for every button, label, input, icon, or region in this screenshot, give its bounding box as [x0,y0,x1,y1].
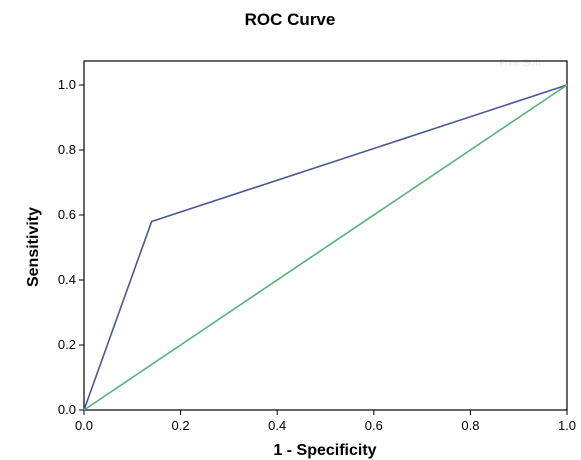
chart-title: ROC Curve [245,10,336,29]
x-tick-label-0: 0.0 [75,418,93,433]
y-tick-label-5: 1.0 [58,77,76,92]
y-tick-label-3: 0.6 [58,207,76,222]
reference-line [83,84,568,411]
x-tick-label-3: 0.6 [365,418,383,433]
plot-area: 0.0 0.2 0.4 0.6 0.8 1.0 0.0 0.2 0.4 0.6 0.8 1.0 [58,60,576,433]
x-tick-label-5: 1.0 [558,418,576,433]
y-tick-label-1: 0.2 [58,337,76,352]
y-tick-label-4: 0.8 [58,142,76,157]
plot-frame [83,60,568,411]
y-tick-label-0: 0.0 [58,402,76,417]
x-tick-label-1: 0.2 [172,418,190,433]
x-tick-label-2: 0.4 [268,418,286,433]
x-tick-label-4: 0.8 [461,418,479,433]
y-tick-label-2: 0.4 [58,272,76,287]
y-axis-label: Sensitivity [25,207,42,287]
watermark: Free Soft [499,58,540,69]
x-axis-label: 1 - Specificity [273,442,376,459]
